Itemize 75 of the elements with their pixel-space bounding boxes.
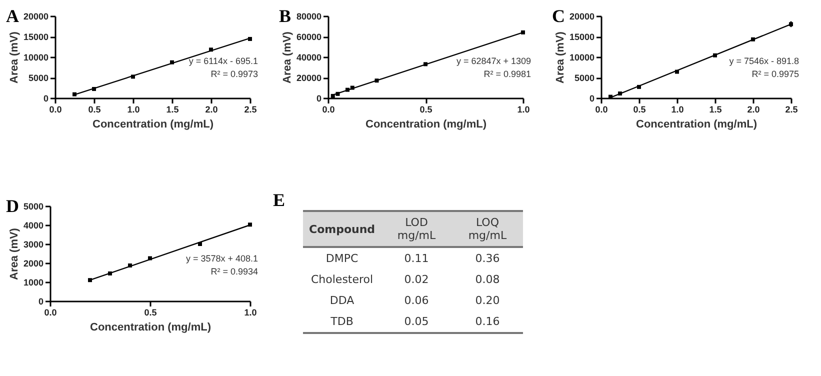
y-tick-label: 3000 bbox=[23, 240, 44, 250]
text: 0.36 bbox=[474, 251, 501, 267]
text: Compound bbox=[303, 211, 382, 247]
annotation: R² = 0.9975 bbox=[752, 69, 799, 80]
y-axis-title: Area (mV) bbox=[281, 31, 294, 84]
x-tick-label: 1.0 bbox=[517, 104, 530, 114]
y-tick-label: 2000 bbox=[23, 258, 44, 268]
text: 0.05 bbox=[381, 311, 452, 333]
text: DDA bbox=[328, 293, 356, 309]
y-tick-label: 5000 bbox=[23, 202, 44, 212]
annotation: y = 62847x + 1309 bbox=[456, 56, 531, 66]
x-axis-title: Concentration (mg/mL) bbox=[92, 118, 214, 130]
annotation: R² = 0.9934 bbox=[210, 266, 258, 276]
x-tick-label: 2.5 bbox=[785, 104, 798, 114]
y-tick-label: 15000 bbox=[23, 32, 48, 42]
x-tick-label: 1.5 bbox=[166, 104, 179, 114]
x-axis-title: Concentration (mg/mL) bbox=[366, 118, 487, 130]
y-tick-label: 10000 bbox=[569, 52, 594, 62]
x-tick-label: 1.0 bbox=[244, 308, 257, 318]
annotation: y = 6114x - 695.1 bbox=[188, 56, 258, 66]
y-tick-label: 5000 bbox=[574, 73, 594, 83]
y-tick-label: 60000 bbox=[296, 32, 322, 42]
annotation: R² = 0.9973 bbox=[210, 69, 258, 80]
y-tick-label: 4000 bbox=[23, 220, 44, 230]
text: 0.06 bbox=[403, 293, 430, 309]
y-axis-title: Area (mV) bbox=[554, 31, 566, 84]
x-tick-label: 2.0 bbox=[205, 104, 218, 114]
y-tick-label: 20000 bbox=[296, 73, 322, 83]
x-tick-label: 1.5 bbox=[709, 104, 722, 114]
text: LOQ mg/mL bbox=[452, 211, 523, 247]
chart-title: A bbox=[6, 6, 19, 26]
annotation: R² = 0.9981 bbox=[484, 69, 531, 80]
x-tick-label: 1.0 bbox=[671, 104, 684, 114]
y-tick-label: 0 bbox=[589, 94, 594, 104]
y-tick-label: 40000 bbox=[296, 52, 322, 62]
text: DMPC bbox=[324, 251, 360, 267]
x-axis-title: Concentration (mg/mL) bbox=[636, 118, 758, 130]
x-tick-label: 0.5 bbox=[88, 104, 101, 114]
y-tick-label: 80000 bbox=[296, 12, 322, 22]
x-tick-label: 0.0 bbox=[49, 104, 62, 114]
chart-title: D bbox=[6, 196, 19, 216]
x-tick-label: 0.5 bbox=[144, 308, 157, 318]
annotation: y = 7546x - 891.8 bbox=[729, 56, 799, 66]
text: E bbox=[273, 190, 286, 211]
y-tick-label: 5000 bbox=[28, 73, 48, 83]
text: Cholesterol bbox=[310, 272, 374, 288]
y-tick-label: 1000 bbox=[23, 278, 44, 288]
x-tick-label: 2.0 bbox=[747, 104, 760, 114]
y-tick-label: 20000 bbox=[23, 12, 48, 22]
text: 0.11 bbox=[403, 251, 430, 267]
annotation: y = 3578x + 408.1 bbox=[186, 253, 258, 264]
x-tick-label: 0.0 bbox=[595, 104, 608, 114]
text: TDB bbox=[303, 311, 382, 333]
text: LOD mg/mL bbox=[381, 211, 452, 247]
text: 0.16 bbox=[452, 311, 523, 333]
y-tick-label: 20000 bbox=[569, 12, 594, 22]
text: 0.02 bbox=[403, 272, 430, 288]
x-tick-label: 0.5 bbox=[420, 104, 432, 114]
x-tick-label: 0.0 bbox=[322, 104, 335, 114]
y-tick-label: 0 bbox=[43, 94, 48, 104]
x-tick-label: 2.5 bbox=[244, 104, 257, 114]
y-tick-label: 10000 bbox=[23, 52, 48, 62]
chart-title: C bbox=[552, 6, 565, 26]
x-axis-title: Concentration (mg/mL) bbox=[90, 322, 212, 334]
chart-title: B bbox=[278, 6, 291, 26]
y-axis-title: Area (mV) bbox=[8, 228, 20, 280]
x-tick-label: 1.0 bbox=[127, 104, 140, 114]
y-tick-label: 0 bbox=[316, 94, 322, 104]
y-axis-title: Area (mV) bbox=[8, 31, 20, 84]
text: 0.20 bbox=[474, 293, 501, 309]
x-tick-label: 0.5 bbox=[633, 104, 646, 114]
x-tick-label: 0.0 bbox=[44, 308, 57, 318]
text: 0.08 bbox=[474, 272, 501, 288]
y-tick-label: 15000 bbox=[569, 32, 594, 42]
y-tick-label: 0 bbox=[38, 296, 44, 306]
